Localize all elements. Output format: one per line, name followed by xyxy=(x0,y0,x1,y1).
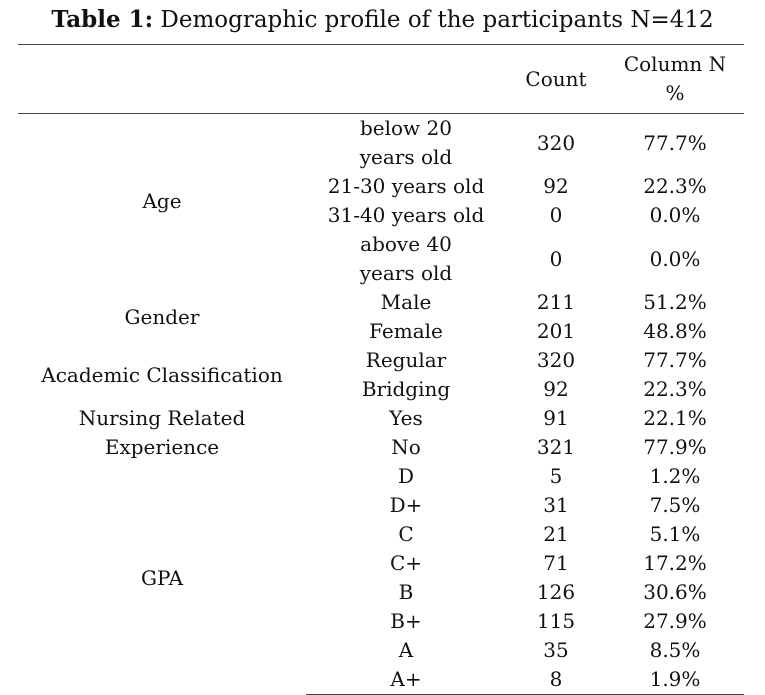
attribute-label-line: Experience xyxy=(104,435,220,459)
category-cell: C+ xyxy=(389,551,423,575)
attribute-label-3: Nursing Related Experience xyxy=(18,404,306,462)
category-cell: A+ xyxy=(306,665,506,695)
percent-cell: 1.2% xyxy=(649,464,701,488)
category-cell: 31-40 years old xyxy=(327,203,485,227)
percent-cell: 5.1% xyxy=(649,522,701,546)
header-column-percent: Column N% xyxy=(606,44,744,114)
count-cell: 35 xyxy=(543,638,569,662)
category-cell: B xyxy=(398,580,414,604)
header-row: Count Column N% xyxy=(18,44,744,114)
category-cell: Regular xyxy=(365,348,447,372)
table-row: GPA D 5 1.2% xyxy=(18,462,744,590)
table-row: Nursing Related Experience Yes 91 22.1% xyxy=(18,404,744,459)
percent-cell: 77.7% xyxy=(643,348,707,372)
table-row: D+ 31 7.5% xyxy=(18,491,744,520)
category-cell: Female xyxy=(369,319,443,343)
table-row: Gender Male 211 51.2% xyxy=(18,288,744,329)
table-row: B 126 30.6% xyxy=(18,578,744,607)
category-cell: below 20 years old xyxy=(306,113,506,172)
percent-cell: 22.1% xyxy=(643,406,707,430)
attribute-label-line: GPA xyxy=(140,565,184,590)
count-cell: 115 xyxy=(536,609,576,633)
percent-cell: 30.6% xyxy=(643,580,707,604)
percent-cell: 27.9% xyxy=(643,609,707,633)
table-row: 31-40 years old 0 0.0% xyxy=(18,201,744,230)
demographic-table: Count Column N% Age below 20 years old 320… xyxy=(18,44,744,695)
category-cell: D+ xyxy=(389,493,423,517)
table-row: B+ 115 27.9% xyxy=(18,607,744,636)
table-row: C+ 71 17.2% xyxy=(18,549,744,578)
percent-cell: 7.5% xyxy=(649,493,701,517)
category-cell: A xyxy=(398,638,414,662)
percent-cell: 0.0% xyxy=(649,246,701,271)
count-cell: 320 xyxy=(536,348,576,372)
table-row: Academic Classification Regular 320 77.7% xyxy=(18,346,744,387)
count-cell: 201 xyxy=(536,319,576,343)
table-caption: Demographic profile of the participants … xyxy=(153,7,714,33)
category-cell: 21-30 years old xyxy=(327,174,485,198)
attribute-label-line: Age xyxy=(142,188,182,213)
count-cell: 91 xyxy=(543,406,569,430)
category-cell: above 40 years old xyxy=(359,232,453,285)
header-column-percent-line2: % xyxy=(665,81,685,105)
category-cell: No xyxy=(391,435,421,459)
count-cell: 0 xyxy=(549,203,563,227)
percent-cell: 77.9% xyxy=(643,435,707,459)
table-number: Table 1: xyxy=(51,6,154,33)
category-cell: D xyxy=(397,464,415,488)
attribute-label-line: Academic Classification xyxy=(41,362,283,387)
count-cell: 92 xyxy=(543,174,569,198)
count-cell: 320 xyxy=(506,113,606,172)
header-blank-category xyxy=(306,44,506,114)
count-cell: 8 xyxy=(506,665,606,695)
header-column-percent-line1: Column N xyxy=(623,52,727,76)
count-cell: 31 xyxy=(543,493,569,517)
attribute-label-4: GPA xyxy=(18,462,306,695)
attribute-label-1: Gender xyxy=(18,288,306,346)
header-blank-attribute xyxy=(18,44,306,114)
table-row: Age below 20 years old 320 77.7% xyxy=(18,113,744,288)
table-row: Bridging 92 22.3% xyxy=(18,375,744,404)
count-cell: 5 xyxy=(549,464,563,488)
category-cell: B+ xyxy=(390,609,422,633)
table-row: C 21 5.1% xyxy=(18,520,744,549)
attribute-label-line: Nursing Related xyxy=(78,406,246,430)
table-row: above 40 years old 0 0.0% xyxy=(18,230,744,288)
table-title: Table 1: Demographic profile of the part… xyxy=(0,6,765,34)
table-body: Age below 20 years old 320 77.7% 21-30 years… xyxy=(18,113,744,695)
count-cell: 126 xyxy=(536,580,576,604)
table-row: 21-30 years old 92 22.3% xyxy=(18,172,744,201)
category-cell: Yes xyxy=(389,406,423,430)
count-cell: 0 xyxy=(549,246,563,271)
percent-cell: 0.0% xyxy=(649,203,701,227)
table-row: Female 201 48.8% xyxy=(18,317,744,346)
category-cell: Male xyxy=(380,290,432,314)
count-cell: 71 xyxy=(543,551,569,575)
percent-cell: 8.5% xyxy=(649,638,701,662)
percent-cell: 17.2% xyxy=(643,551,707,575)
attribute-label-2: Academic Classification xyxy=(18,346,306,404)
table-row: A 35 8.5% xyxy=(18,636,744,665)
category-cell: Bridging xyxy=(361,377,451,401)
percent-cell: 77.7% xyxy=(606,113,744,172)
percent-cell: 51.2% xyxy=(643,290,707,314)
category-cell: C xyxy=(398,522,414,546)
percent-cell: 48.8% xyxy=(643,319,707,343)
percent-cell: 22.3% xyxy=(643,174,707,198)
attribute-label-0: Age xyxy=(18,113,306,288)
header-count: Count xyxy=(506,44,606,114)
count-cell: 321 xyxy=(536,435,576,459)
percent-cell: 1.9% xyxy=(606,665,744,695)
table-row: No 321 77.9% xyxy=(18,433,744,462)
count-cell: 21 xyxy=(543,522,569,546)
count-cell: 211 xyxy=(536,290,576,314)
count-cell: 92 xyxy=(543,377,569,401)
percent-cell: 22.3% xyxy=(643,377,707,401)
attribute-label-line: Gender xyxy=(124,304,200,329)
